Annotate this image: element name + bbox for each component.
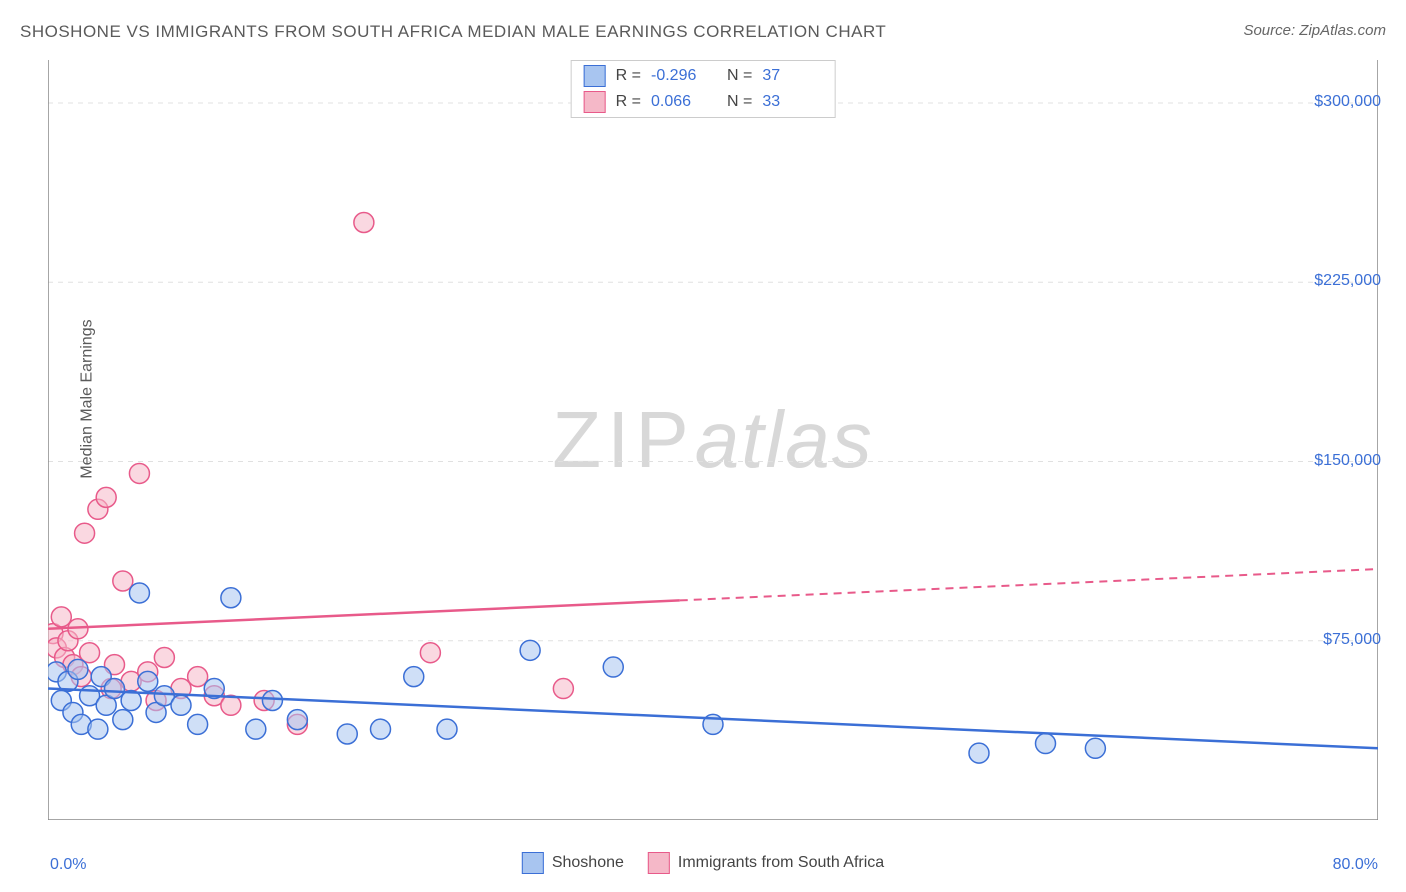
n-value-2: 33 bbox=[762, 93, 822, 111]
source-attribution: Source: ZipAtlas.com bbox=[1243, 22, 1386, 39]
swatch-series-1-bottom bbox=[522, 852, 544, 874]
swatch-series-2 bbox=[584, 91, 606, 113]
correlation-legend: R = -0.296 N = 37 R = 0.066 N = 33 bbox=[571, 60, 836, 118]
r-value-2: 0.066 bbox=[651, 93, 711, 111]
y-tick-label: $150,000 bbox=[1314, 452, 1381, 470]
chart-title: SHOSHONE VS IMMIGRANTS FROM SOUTH AFRICA… bbox=[20, 22, 886, 42]
y-tick-label: $75,000 bbox=[1323, 631, 1381, 649]
chart-plot-area: ZIPatlas bbox=[48, 60, 1378, 820]
x-axis-max-label: 80.0% bbox=[1333, 856, 1378, 874]
n-prefix: N = bbox=[727, 93, 752, 111]
legend-label-1: Shoshone bbox=[552, 854, 624, 872]
legend-item-1: Shoshone bbox=[522, 852, 624, 874]
legend-item-2: Immigrants from South Africa bbox=[648, 852, 884, 874]
r-prefix: R = bbox=[616, 67, 641, 85]
y-tick-label: $225,000 bbox=[1314, 272, 1381, 290]
y-tick-label: $300,000 bbox=[1314, 93, 1381, 111]
n-value-1: 37 bbox=[762, 67, 822, 85]
legend-row-series-1: R = -0.296 N = 37 bbox=[584, 63, 823, 89]
swatch-series-2-bottom bbox=[648, 852, 670, 874]
swatch-series-1 bbox=[584, 65, 606, 87]
r-prefix: R = bbox=[616, 93, 641, 111]
legend-row-series-2: R = 0.066 N = 33 bbox=[584, 89, 823, 115]
r-value-1: -0.296 bbox=[651, 67, 711, 85]
n-prefix: N = bbox=[727, 67, 752, 85]
series-legend: Shoshone Immigrants from South Africa bbox=[522, 852, 884, 874]
scatter-plot-svg bbox=[48, 60, 1378, 820]
legend-label-2: Immigrants from South Africa bbox=[678, 854, 884, 872]
x-axis-min-label: 0.0% bbox=[50, 856, 86, 874]
